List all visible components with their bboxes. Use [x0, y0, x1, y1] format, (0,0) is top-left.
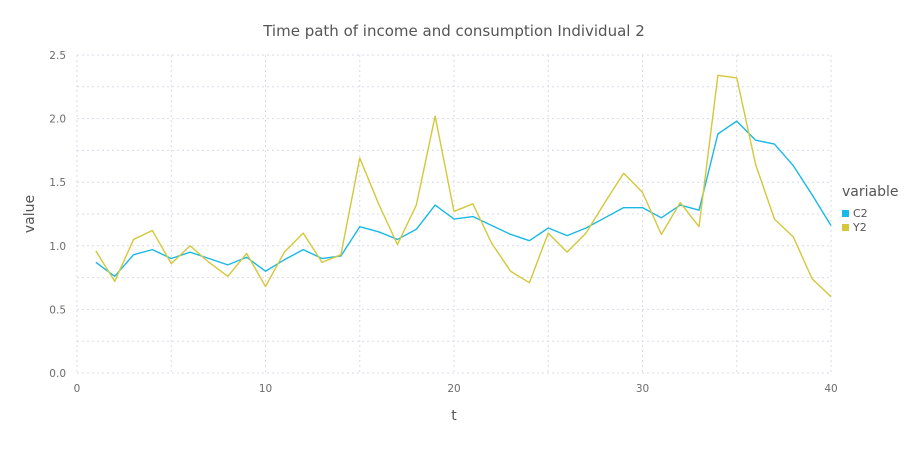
- x-tick-label: 0: [74, 383, 81, 395]
- tick-labels: 0 10 20 30 40 0.0 0.5 1.0 1.5 2.0 2.5: [49, 50, 837, 395]
- gridlines: [76, 54, 832, 374]
- x-tick-label: 30: [636, 383, 649, 395]
- chart-title: Time path of income and consumption Indi…: [262, 22, 645, 40]
- legend-label-y2: Y2: [852, 221, 867, 234]
- x-axis-label: t: [451, 408, 457, 424]
- y-tick-label: 0.5: [49, 304, 66, 316]
- series-line-y2: [95, 74, 832, 298]
- legend-title: variable: [842, 184, 898, 200]
- y-tick-label: 2.5: [49, 50, 66, 62]
- y-tick-label: 1.5: [49, 177, 66, 189]
- y-tick-label: 2.0: [49, 114, 66, 126]
- series-line-c2: [95, 120, 832, 278]
- series-lines: [95, 74, 832, 298]
- y-axis-label: value: [22, 195, 38, 233]
- x-tick-label: 10: [259, 383, 272, 395]
- y-tick-label: 1.0: [49, 241, 66, 253]
- x-tick-label: 40: [824, 383, 837, 395]
- legend-swatch-c2: [842, 210, 849, 217]
- x-tick-label: 20: [447, 383, 460, 395]
- legend-swatch-y2: [842, 224, 849, 231]
- y-tick-label: 0.0: [49, 368, 66, 380]
- legend-label-c2: C2: [853, 207, 868, 220]
